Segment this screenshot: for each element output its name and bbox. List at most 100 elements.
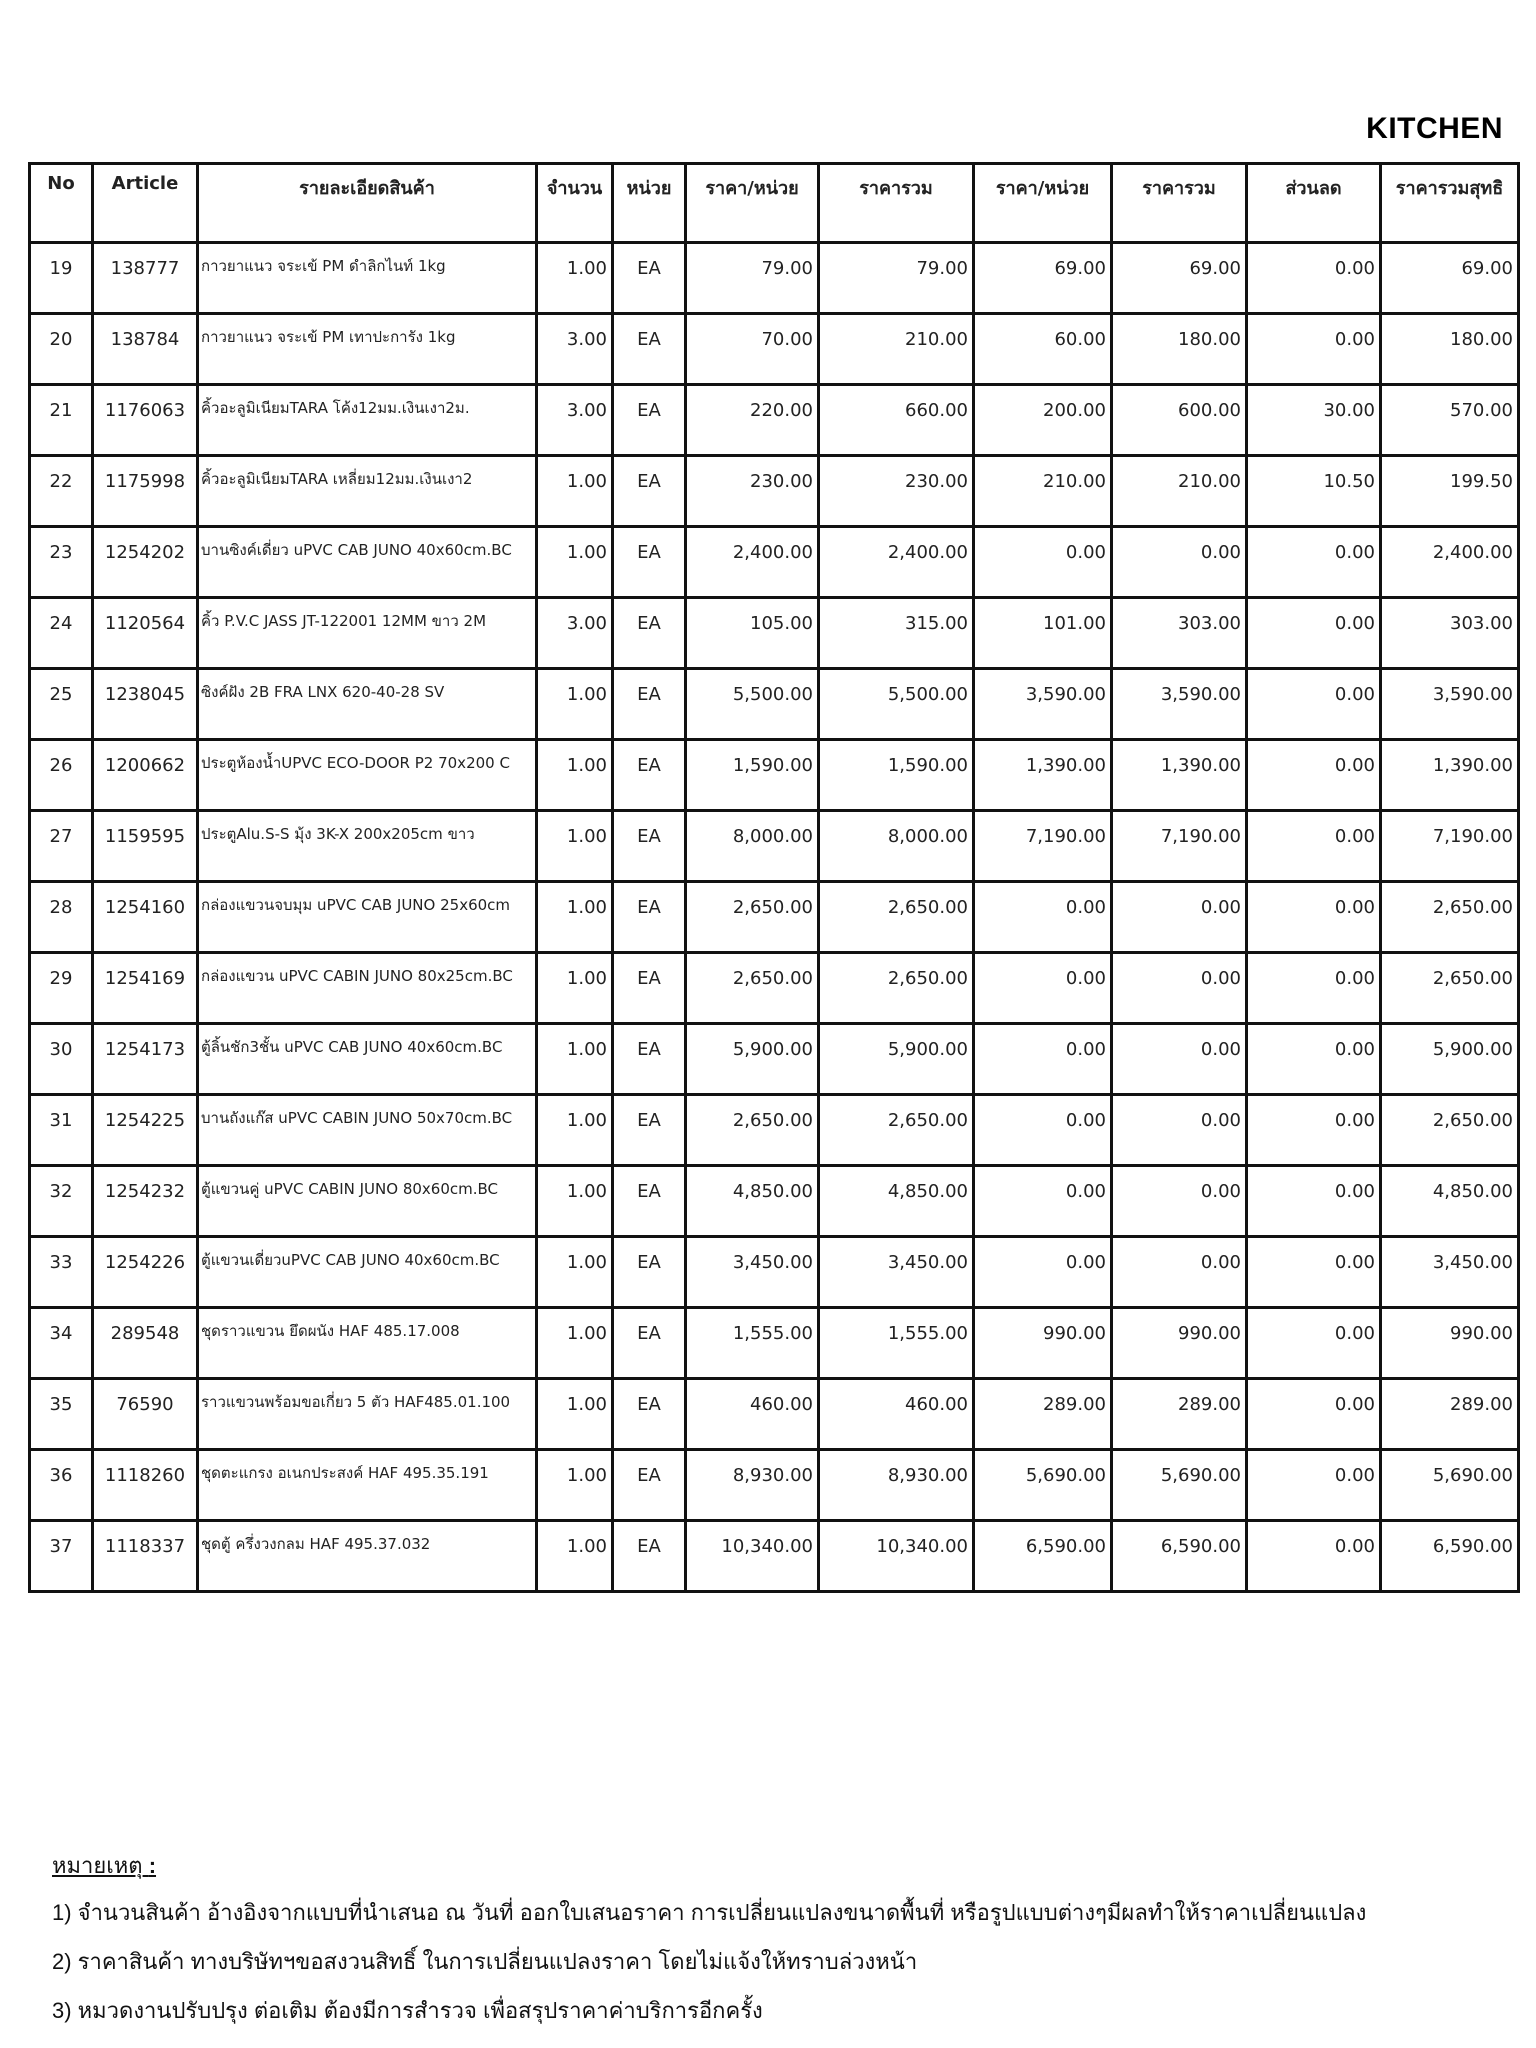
- cell-description: กล่องแขวนจบมุม uPVC CAB JUNO 25x60cm: [196, 880, 538, 954]
- header-unit: หน่วย: [611, 162, 687, 244]
- cell-unit-price: 4,850.00: [684, 1164, 820, 1238]
- cell-article: 1254226: [91, 1235, 199, 1309]
- cell-description: ตู้แขวนคู่ uPVC CABIN JUNO 80x60cm.BC: [196, 1164, 538, 1238]
- cell-quantity: 1.00: [535, 1306, 614, 1380]
- cell-unit: EA: [611, 1164, 687, 1238]
- cell-description: ตู้ลิ้นชัก3ชั้น uPVC CAB JUNO 40x60cm.BC: [196, 1022, 538, 1096]
- cell-unit-price: 2,400.00: [684, 525, 820, 599]
- cell-unit-price: 460.00: [684, 1377, 820, 1451]
- cell-article: 1200662: [91, 738, 199, 812]
- cell-total-2: 0.00: [1110, 525, 1248, 599]
- cell-discount: 0.00: [1245, 241, 1382, 315]
- cell-quantity: 1.00: [535, 454, 614, 528]
- cell-discount: 0.00: [1245, 596, 1382, 670]
- cell-discount: 0.00: [1245, 1306, 1382, 1380]
- cell-net-total: 7,190.00: [1379, 809, 1520, 883]
- cell-discount: 30.00: [1245, 383, 1382, 457]
- cell-unit-price: 8,000.00: [684, 809, 820, 883]
- cell-description: คิ้ว P.V.C JASS JT-122001 12MM ขาว 2M: [196, 596, 538, 670]
- cell-no: 19: [28, 241, 94, 315]
- cell-total: 230.00: [817, 454, 975, 528]
- cell-discount: 0.00: [1245, 1235, 1382, 1309]
- cell-total-2: 0.00: [1110, 880, 1248, 954]
- notes-heading: หมายเหตุ: [52, 1853, 143, 1878]
- cell-description: คิ้วอะลูมิเนียมTARA โค้ง12มม.เงินเงา2ม.: [196, 383, 538, 457]
- cell-unit: EA: [611, 525, 687, 599]
- cell-unit-price-2: 0.00: [972, 1022, 1113, 1096]
- cell-net-total: 3,590.00: [1379, 667, 1520, 741]
- cell-total: 1,590.00: [817, 738, 975, 812]
- cell-no: 27: [28, 809, 94, 883]
- cell-net-total: 570.00: [1379, 383, 1520, 457]
- cell-quantity: 1.00: [535, 1519, 614, 1593]
- cell-total: 2,400.00: [817, 525, 975, 599]
- cell-quantity: 3.00: [535, 383, 614, 457]
- cell-article: 1118260: [91, 1448, 199, 1522]
- cell-unit: EA: [611, 1377, 687, 1451]
- cell-description: กล่องแขวน uPVC CABIN JUNO 80x25cm.BC: [196, 951, 538, 1025]
- cell-unit-price: 5,500.00: [684, 667, 820, 741]
- header-net-total: ราคารวมสุทธิ: [1379, 162, 1520, 244]
- cell-quantity: 1.00: [535, 738, 614, 812]
- cell-article: 1254173: [91, 1022, 199, 1096]
- cell-unit-price: 2,650.00: [684, 880, 820, 954]
- cell-unit-price-2: 7,190.00: [972, 809, 1113, 883]
- cell-discount: 0.00: [1245, 525, 1382, 599]
- cell-no: 23: [28, 525, 94, 599]
- table-row: 25 1238045 ซิงค์ฝัง 2B FRA LNX 620-40-28 S…: [28, 667, 1520, 741]
- cell-no: 30: [28, 1022, 94, 1096]
- cell-article: 1254225: [91, 1093, 199, 1167]
- cell-unit-price: 1,555.00: [684, 1306, 820, 1380]
- header-discount: ส่วนลด: [1245, 162, 1382, 244]
- table-row: 34 289548 ชุดราวแขวน ยึดผนัง HAF 485.17.00…: [28, 1306, 1520, 1380]
- cell-total-2: 600.00: [1110, 383, 1248, 457]
- cell-total-2: 0.00: [1110, 1235, 1248, 1309]
- cell-unit-price-2: 0.00: [972, 1164, 1113, 1238]
- cell-description: ชุดตู้ ครึ่งวงกลม HAF 495.37.032: [196, 1519, 538, 1593]
- cell-discount: 0.00: [1245, 312, 1382, 386]
- cell-unit-price-2: 200.00: [972, 383, 1113, 457]
- cell-unit-price: 220.00: [684, 383, 820, 457]
- cell-no: 25: [28, 667, 94, 741]
- cell-discount: 0.00: [1245, 809, 1382, 883]
- cell-unit-price: 2,650.00: [684, 1093, 820, 1167]
- cell-unit: EA: [611, 596, 687, 670]
- cell-no: 24: [28, 596, 94, 670]
- cell-article: 1254160: [91, 880, 199, 954]
- cell-article: 1254202: [91, 525, 199, 599]
- cell-unit-price-2: 6,590.00: [972, 1519, 1113, 1593]
- cell-total-2: 5,690.00: [1110, 1448, 1248, 1522]
- cell-net-total: 990.00: [1379, 1306, 1520, 1380]
- cell-quantity: 1.00: [535, 951, 614, 1025]
- header-unit-price-2: ราคา/หน่วย: [972, 162, 1113, 244]
- table-row: 23 1254202 บานซิงค์เดี่ยว uPVC CAB JUNO 40…: [28, 525, 1520, 599]
- cell-unit: EA: [611, 667, 687, 741]
- cell-description: ราวแขวนพร้อมขอเกี่ยว 5 ตัว HAF485.01.100: [196, 1377, 538, 1451]
- cell-unit: EA: [611, 951, 687, 1025]
- cell-description: บานถังแก๊ส uPVC CABIN JUNO 50x70cm.BC: [196, 1093, 538, 1167]
- cell-net-total: 199.50: [1379, 454, 1520, 528]
- header-no: No: [28, 162, 94, 244]
- cell-quantity: 1.00: [535, 1164, 614, 1238]
- cell-unit-price-2: 101.00: [972, 596, 1113, 670]
- cell-quantity: 1.00: [535, 809, 614, 883]
- table-row: 20 138784 กาวยาแนว จระเข้ PM เทาปะการัง 1k…: [28, 312, 1520, 386]
- cell-unit-price-2: 0.00: [972, 1093, 1113, 1167]
- cell-total-2: 0.00: [1110, 1164, 1248, 1238]
- cell-article: 138777: [91, 241, 199, 315]
- cell-unit-price-2: 1,390.00: [972, 738, 1113, 812]
- cell-description: ประตูห้องน้ำUPVC ECO-DOOR P2 70x200 C: [196, 738, 538, 812]
- cell-no: 28: [28, 880, 94, 954]
- header-article: Article: [91, 162, 199, 244]
- cell-unit: EA: [611, 312, 687, 386]
- cell-description: ประตูAlu.S-S มุ้ง 3K-X 200x205cm ขาว: [196, 809, 538, 883]
- cell-net-total: 2,400.00: [1379, 525, 1520, 599]
- cell-total: 8,000.00: [817, 809, 975, 883]
- cell-description: ซิงค์ฝัง 2B FRA LNX 620-40-28 SV: [196, 667, 538, 741]
- cell-total: 2,650.00: [817, 951, 975, 1025]
- cell-net-total: 4,850.00: [1379, 1164, 1520, 1238]
- cell-quantity: 3.00: [535, 596, 614, 670]
- note-line-3: 3) หมวดงานปรับปรุง ต่อเติม ต้องมีการสำรว…: [52, 1998, 763, 2023]
- table-row: 26 1200662 ประตูห้องน้ำUPVC ECO-DOOR P2 70…: [28, 738, 1520, 812]
- cell-net-total: 6,590.00: [1379, 1519, 1520, 1593]
